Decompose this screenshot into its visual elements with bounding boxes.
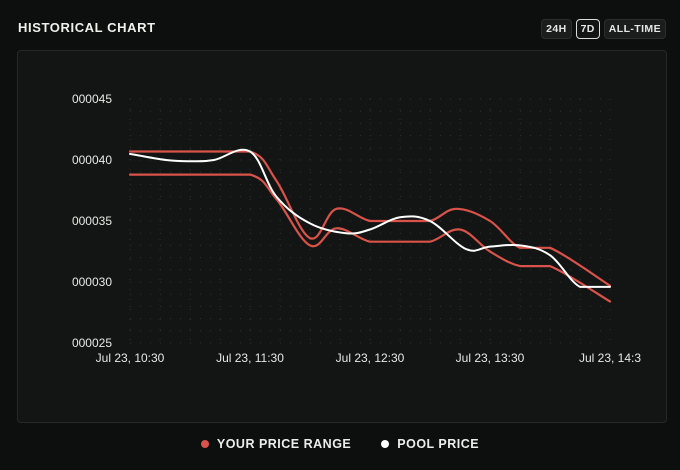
- x-tick-label: Jul 23, 12:30: [336, 351, 405, 365]
- y-tick-label: 000045: [72, 92, 112, 106]
- chart-grid: [129, 98, 611, 344]
- y-tick-label: 000025: [72, 336, 112, 350]
- chart-header: HISTORICAL CHART 24H 7D ALL-TIME: [18, 19, 666, 39]
- legend-label-price-range: YOUR PRICE RANGE: [216, 437, 352, 451]
- price-range-lower-line: [128, 173, 612, 303]
- chart-legend: YOUR PRICE RANGE POOL PRICE: [0, 437, 680, 451]
- y-tick-label: 000030: [72, 275, 112, 289]
- x-tick-label: Jul 23, 11:30: [216, 351, 284, 365]
- timeframe-24h-button[interactable]: 24H: [541, 19, 572, 39]
- price-range-upper-line: [128, 150, 612, 287]
- chart-series: [128, 148, 612, 303]
- price-range-swatch-icon: [200, 440, 209, 448]
- timeframe-all-time-button[interactable]: ALL-TIME: [603, 19, 666, 39]
- chart-card: 000045 000040 000035 000030 000025 Jul 23, 10…: [17, 50, 667, 423]
- page-title: HISTORICAL CHART: [18, 20, 156, 35]
- legend-item-pool-price[interactable]: POOL PRICE: [381, 437, 479, 451]
- timeframe-7d-button[interactable]: 7D: [575, 19, 600, 39]
- x-tick-label: Jul 23, 13:30: [456, 351, 525, 365]
- x-tick-label: Jul 23, 14:3: [579, 351, 641, 365]
- timeframe-selector: 24H 7D ALL-TIME: [541, 19, 666, 39]
- legend-item-price-range[interactable]: YOUR PRICE RANGE: [200, 437, 352, 451]
- y-tick-label: 000035: [72, 214, 112, 228]
- legend-label-pool-price: POOL PRICE: [397, 437, 480, 451]
- pool-price-swatch-icon: [381, 440, 390, 448]
- x-tick-label: Jul 23, 10:30: [96, 351, 165, 365]
- y-tick-label: 000040: [72, 153, 112, 167]
- pool-price-line: [129, 148, 611, 288]
